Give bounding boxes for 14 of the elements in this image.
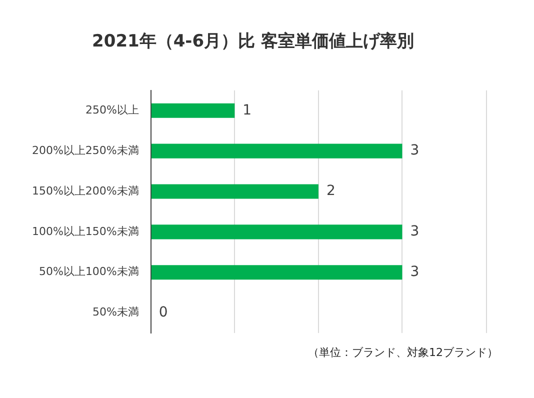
data-label: 0 <box>158 304 168 320</box>
y-tick-label: 100%以上150%未満 <box>32 224 139 238</box>
chart-title: 2021年（4-6月）比 客室単価値上げ率別 <box>92 32 414 52</box>
data-label: 1 <box>242 102 252 118</box>
y-tick-label: 150%以上200%未満 <box>32 184 139 198</box>
y-tick-label: 50%未満 <box>92 306 139 319</box>
data-label: 2 <box>326 183 336 200</box>
text: （単位：ブランド、対象12ブランド） <box>308 345 498 361</box>
y-tick-label: 250%以上 <box>85 103 139 116</box>
y-tick-label: 50%以上100%未満 <box>38 265 139 278</box>
data-label: 3 <box>410 142 420 159</box>
data-label: 3 <box>410 224 420 240</box>
y-tick-label: 200%以上250%未満 <box>32 144 139 157</box>
data-label: 3 <box>410 264 420 280</box>
